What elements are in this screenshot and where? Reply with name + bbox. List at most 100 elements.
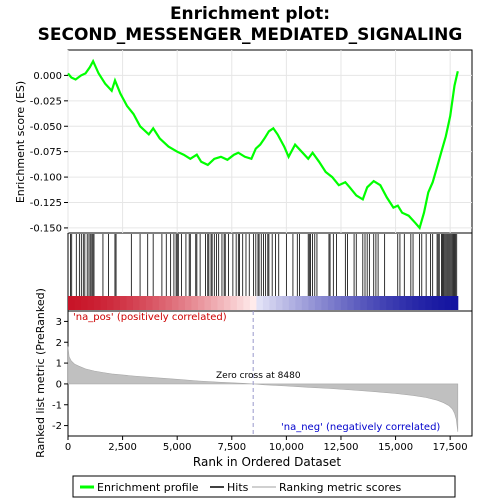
colorbar-segment [80,296,88,310]
colorbar-segment [418,296,426,310]
colorbar-segment [217,296,225,310]
x-tick-label: 17,500 [433,442,468,453]
colorbar-segment [373,296,381,310]
ranked-y-tick-label: 3 [56,317,62,328]
colorbar-segment [334,296,342,310]
enrichment-profile-group [67,58,459,231]
colorbar-segment [288,296,296,310]
x-tick-label: 5,000 [163,442,192,453]
ranked-metric-group [67,311,459,436]
x-axis: 0 2,500 5,000 7,500 10,000 12,500 15,000 17,500 [65,436,468,453]
x-tick-label: 10,000 [269,442,304,453]
colorbar-segment [314,296,322,310]
zero-cross-label: Zero cross at 8480 [216,371,301,381]
ranked-y-tick-label: 1 [56,359,62,370]
colorbar-segment [366,296,374,310]
neg-correlated-label: 'na_neg' (negatively correlated) [281,422,440,433]
colorbar-segment [262,296,270,310]
colorbar-segment [340,296,348,310]
ranking-metric-area [67,346,459,432]
colorbar-segment [204,296,212,310]
ranked-y-tick-label: 0 [56,379,62,390]
colorbar-segment [451,296,459,310]
colorbar-segment [152,296,160,310]
colorbar-segment [269,296,277,310]
colorbar-segment [171,296,179,310]
colorbar-segment [444,296,452,310]
es-y-axis: 0.000 -0.025 -0.050 -0.075 -0.100 -0.125 -0.15… [30,71,68,234]
colorbar-segment [236,296,244,310]
colorbar-segment [126,296,134,310]
colorbar-segment [282,296,290,310]
colorbar-segment [360,296,368,310]
colorbar-segment [100,296,108,310]
colorbar-segment [119,296,127,310]
ranked-y-tick-label: 2 [56,338,62,349]
legend: Enrichment profile Hits Ranking metric sco… [80,481,401,494]
colorbar-segment [431,296,439,310]
colorbar-segment [308,296,316,310]
colorbar-segment [392,296,400,310]
es-panel-frame [67,49,473,234]
colorbar-segment [191,296,199,310]
ranked-y-axis: 3 2 1 0 -1 -2 [52,317,68,432]
colorbar-segment [301,296,309,310]
ranked-y-tick-label: -1 [52,400,62,411]
es-gridlines [67,50,472,233]
es-y-tick-label: -0.100 [30,173,62,184]
es-y-axis-label: Enrichment score (ES) [14,81,27,203]
colorbar-segment [249,296,257,310]
colorbar-segment [405,296,413,310]
colorbar-segment [230,296,238,310]
colorbar-segment [399,296,407,310]
es-y-tick-label: -0.150 [30,223,62,234]
colorbar-segment [106,296,114,310]
colorbar-segment [87,296,95,310]
es-y-tick-label: -0.125 [30,198,62,209]
es-y-tick-label: -0.075 [30,147,62,158]
hits-group [70,234,458,296]
colorbar-segment [353,296,361,310]
x-tick-label: 12,500 [323,442,358,453]
x-tick-label: 7,500 [217,442,246,453]
colorbar-segment [139,296,147,310]
ranked-y-axis-label: Ranked list metric (PreRanked) [34,288,47,458]
ranked-y-tick-label: -2 [52,421,62,432]
colorbar-segment [386,296,394,310]
colorbar-segment [197,296,205,310]
es-y-tick-label: -0.050 [30,122,62,133]
colorbar-segment [178,296,186,310]
colorbar-segment [295,296,303,310]
colorbar-segment [145,296,153,310]
colorbar-segment [347,296,355,310]
legend-label-hits: Hits [227,481,249,494]
legend-label-ranking: Ranking metric scores [279,481,401,494]
colorbar-segment [412,296,420,310]
pos-correlated-label: 'na_pos' (positively correlated) [73,312,227,323]
colorbar-segment [93,296,101,310]
es-y-tick-label: -0.025 [30,96,62,107]
colorbar-segment [68,296,75,310]
enrichment-profile-line [67,58,459,231]
x-tick-label: 15,000 [378,442,413,453]
colorbar-segment [165,296,173,310]
colorbar-segment [243,296,251,310]
colorbar-segment [275,296,283,310]
colorbar-segment [223,296,231,310]
colorbar-segment [158,296,166,310]
rank-colorbar [68,296,459,310]
colorbar-segment [379,296,387,310]
legend-label-enrichment: Enrichment profile [97,481,199,494]
chart-title-line2: SECOND_MESSENGER_MEDIATED_SIGNALING [38,25,463,45]
colorbar-segment [184,296,192,310]
es-y-tick-label: 0.000 [33,71,62,82]
colorbar-segment [321,296,329,310]
colorbar-segment [327,296,335,310]
colorbar-segment [132,296,140,310]
colorbar-segment [210,296,218,310]
x-tick-label: 2,500 [108,442,137,453]
x-axis-label: Rank in Ordered Dataset [193,455,341,469]
colorbar-segment [438,296,446,310]
